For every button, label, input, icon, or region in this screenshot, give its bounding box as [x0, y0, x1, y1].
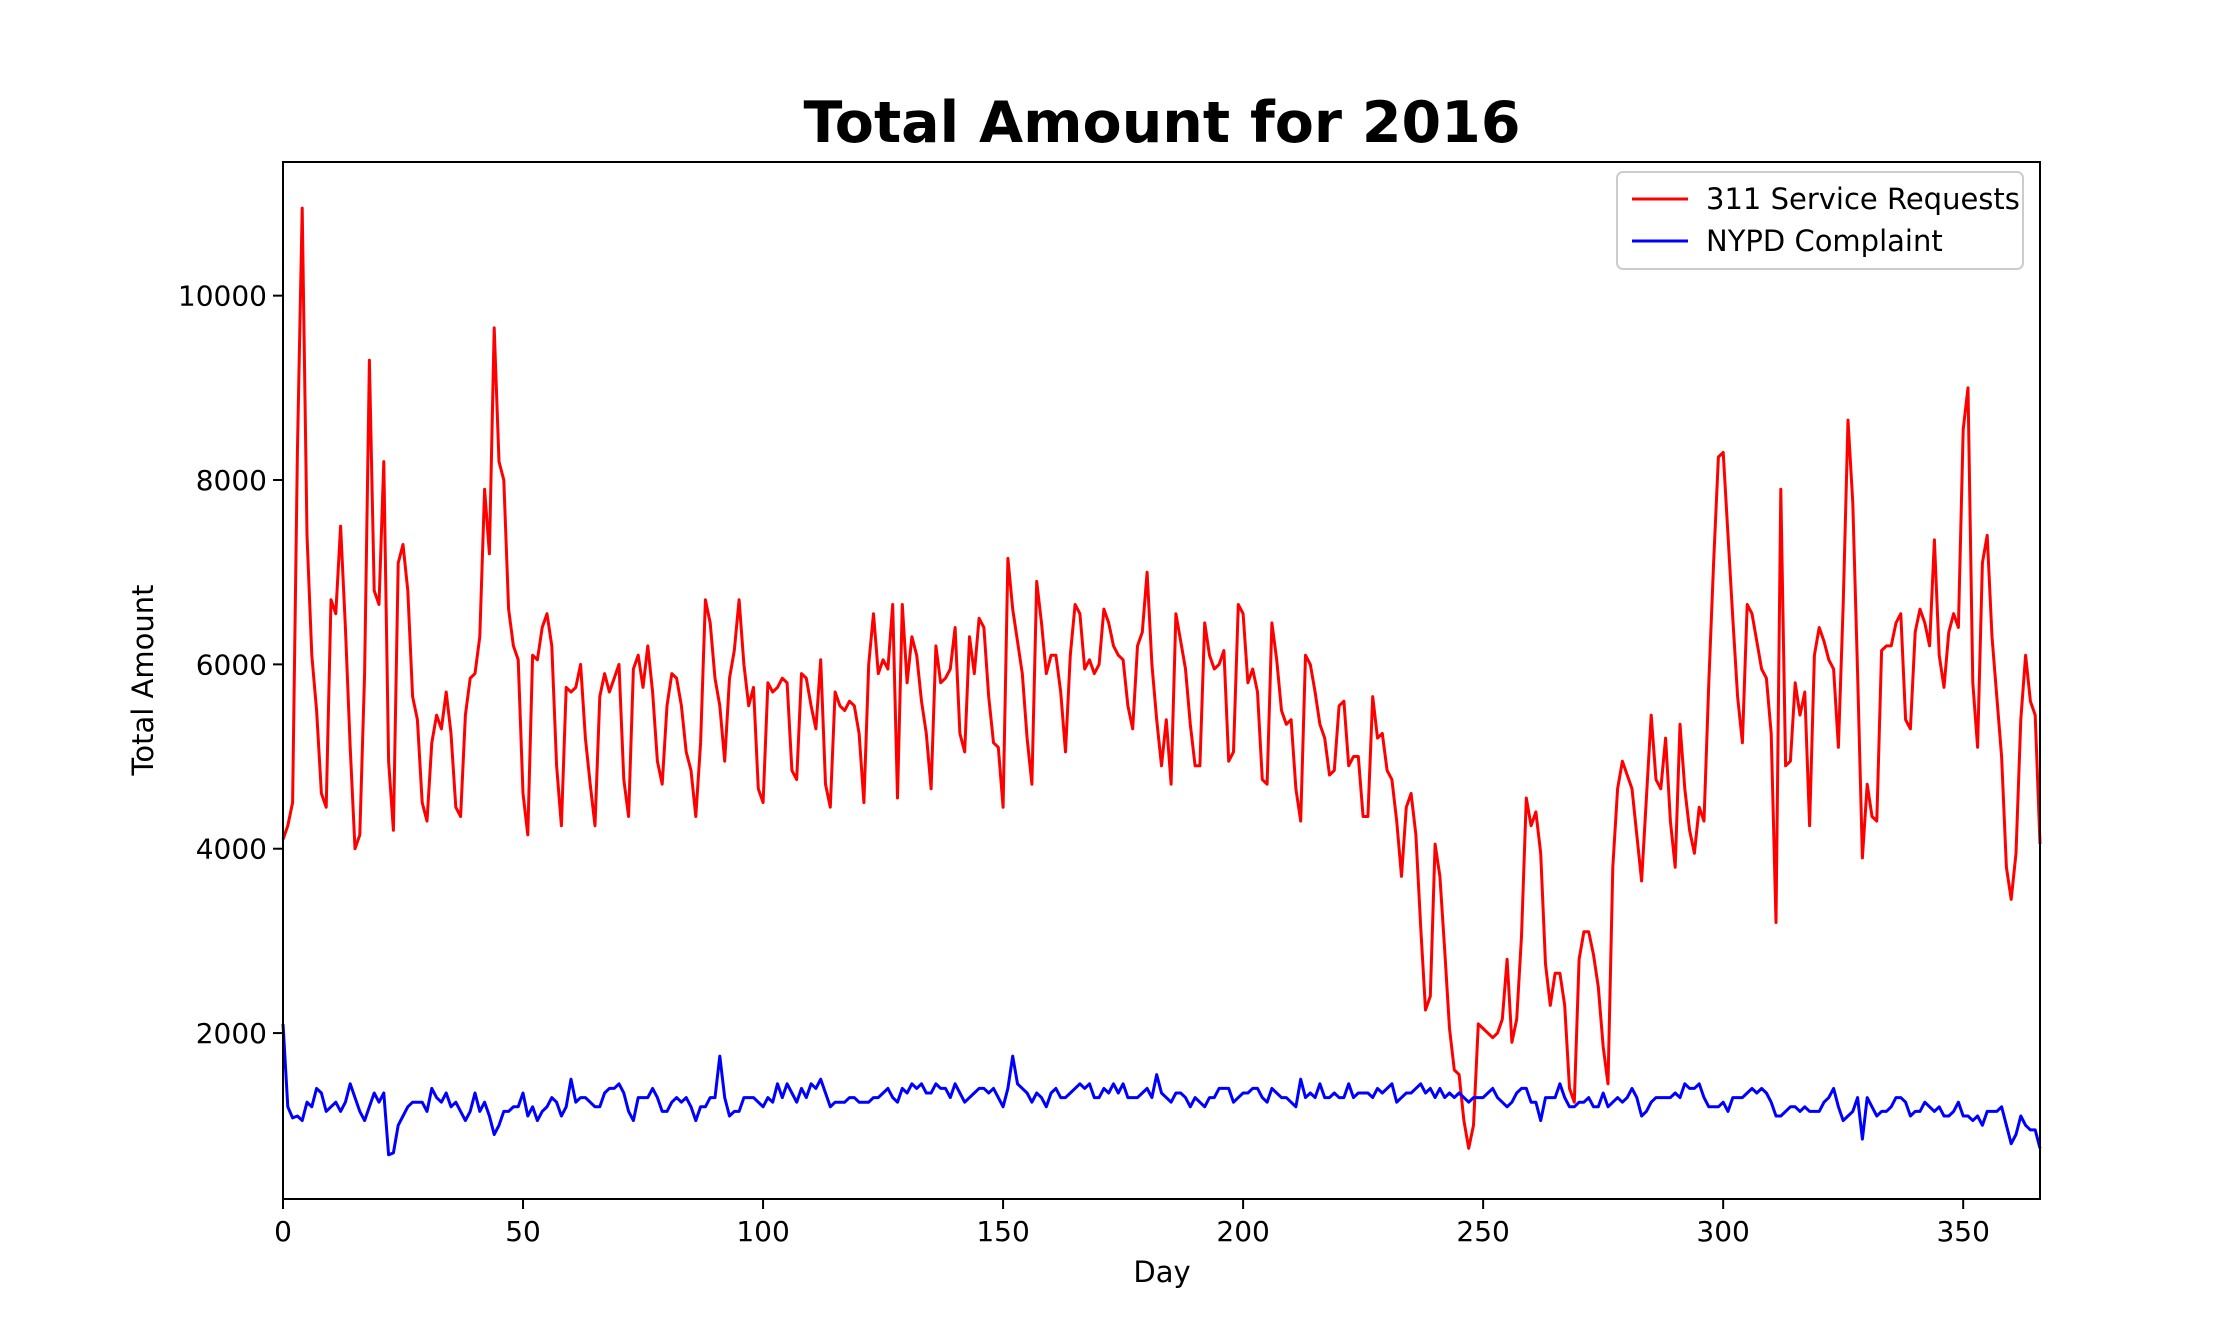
x-axis-label: Day	[1133, 1255, 1190, 1289]
x-tick-label: 100	[736, 1215, 789, 1248]
plot-frame	[282, 161, 2041, 1200]
y-axis-label: Total Amount	[126, 585, 160, 777]
x-tick-label: 250	[1456, 1215, 1509, 1248]
x-tick-label: 200	[1216, 1215, 1269, 1248]
legend-label-1: 311 Service Requests	[1706, 182, 2020, 216]
plot-area	[281, 206, 2042, 1157]
legend-label-2: NYPD Complaint	[1706, 224, 1943, 258]
legend-box	[1616, 171, 2024, 270]
series-line-2	[281, 1023, 2042, 1157]
y-tick-label: 8000	[196, 464, 267, 497]
x-tick-label: 350	[1936, 1215, 1989, 1248]
x-tick-label: 150	[976, 1215, 1029, 1248]
y-tick-label: 6000	[196, 648, 267, 681]
y-tick-label: 4000	[196, 833, 267, 866]
x-axis: 0 50 100 150 200 250 300 350	[274, 1199, 1990, 1248]
legend: 311 Service Requests NYPD Complaint	[1616, 171, 2024, 270]
x-tick-label: 0	[274, 1215, 292, 1248]
y-tick-label: 2000	[196, 1017, 267, 1050]
y-axis: 2000 4000 6000 8000 10000	[178, 280, 283, 1050]
x-tick-label: 300	[1696, 1215, 1749, 1248]
series-line-1	[281, 206, 2042, 1150]
y-tick-label: 10000	[178, 280, 267, 313]
chart-title: Total Amount for 2016	[803, 90, 1520, 156]
x-tick-label: 50	[505, 1215, 541, 1248]
